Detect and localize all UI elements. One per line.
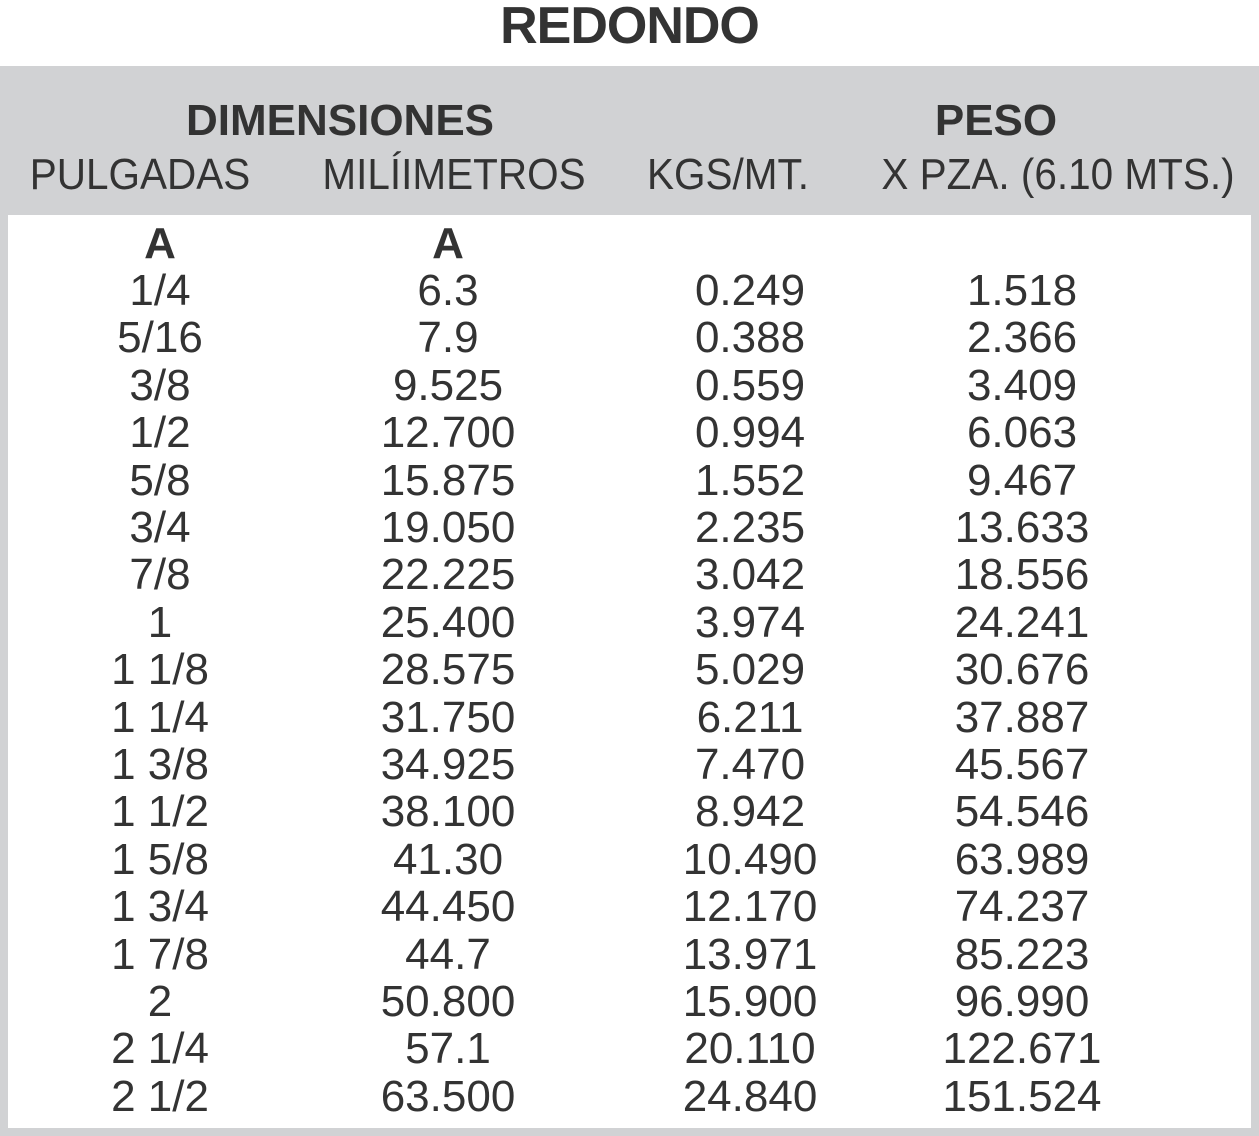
- cell-milimetros: 19.050: [380, 503, 516, 552]
- cell-pulgadas: 7/8: [129, 550, 191, 600]
- cell-x-pza: 18.556: [954, 550, 1090, 600]
- cell-pulgadas: 3/8: [129, 360, 191, 410]
- cell-pulgadas: 1 1/2: [111, 787, 209, 837]
- cell-kgs-mt: 24.840: [682, 1071, 818, 1121]
- column-header-milimetros: MILÍIMETROS: [322, 150, 586, 199]
- cell-kgs-mt: 3.974: [694, 597, 806, 647]
- cell-pulgadas: 5/8: [129, 455, 191, 505]
- cell-kgs-mt: 5.029: [694, 645, 806, 695]
- cell-milimetros: 6.3: [417, 266, 479, 315]
- cell-x-pza: 2.366: [966, 313, 1078, 363]
- cell-milimetros: 63.500: [380, 1071, 516, 1121]
- group-header-dimensiones: DIMENSIONES: [185, 96, 495, 145]
- cell-kgs-mt: 20.110: [684, 1024, 816, 1074]
- cell-pulgadas: 5/16: [117, 313, 203, 363]
- cell-x-pza: 30.676: [954, 645, 1090, 695]
- cell-pulgadas: 1 1/4: [111, 692, 209, 742]
- cell-kgs-mt: 6.211: [696, 692, 804, 742]
- cell-x-pza: 9.467: [966, 455, 1078, 505]
- cell-kgs-mt: 10.490: [682, 834, 818, 884]
- cell-milimetros: 50.800: [380, 977, 516, 1026]
- cell-kgs-mt: 12.170: [682, 882, 818, 932]
- cell-milimetros: 7.9: [417, 313, 479, 363]
- cell-x-pza: 3.409: [966, 360, 1078, 410]
- cell-kgs-mt: 13.971: [682, 929, 818, 979]
- page-title: REDONDO: [500, 0, 760, 55]
- cell-pulgadas: 1/4: [129, 266, 191, 315]
- cell-x-pza: 74.237: [954, 882, 1090, 932]
- cell-kgs-mt: 2.235: [694, 503, 806, 552]
- cell-x-pza: 85.223: [954, 929, 1090, 979]
- cell-x-pza: 63.989: [954, 834, 1090, 884]
- cell-pulgadas: 3/4: [129, 503, 191, 552]
- cell-kgs-mt: 0.388: [694, 313, 806, 363]
- cell-pulgadas: 1 1/8: [111, 645, 209, 695]
- cell-x-pza: 122.671: [942, 1024, 1102, 1074]
- column-header-x-pza: X PZA. (6.10 MTS.): [881, 150, 1235, 199]
- cell-milimetros: 31.750: [380, 692, 516, 742]
- cell-pulgadas: 1 7/8: [111, 929, 209, 979]
- cell-pulgadas: 1: [147, 597, 173, 647]
- cell-x-pza: 45.567: [954, 740, 1090, 789]
- cell-milimetros: 22.225: [380, 550, 516, 600]
- cell-kgs-mt: 7.470: [694, 740, 806, 789]
- cell-milimetros: 12.700: [380, 408, 516, 458]
- column-header-pulgadas: PULGADAS: [29, 150, 251, 199]
- cell-milimetros: 15.875: [380, 455, 516, 505]
- column-header-kgs-mt: KGS/MT.: [647, 150, 809, 199]
- cell-milimetros: 38.100: [380, 787, 516, 837]
- cell-milimetros: 25.400: [380, 597, 516, 647]
- cell-x-pza: 1.518: [966, 266, 1078, 315]
- sub-label-milimetros: A: [432, 219, 464, 268]
- sub-label-pulgadas: A: [144, 219, 176, 268]
- cell-kgs-mt: 8.942: [694, 787, 806, 837]
- cell-x-pza: 6.063: [966, 408, 1078, 458]
- cell-milimetros: 41.30: [392, 834, 504, 884]
- cell-kgs-mt: 1.552: [694, 455, 806, 505]
- cell-kgs-mt: 0.994: [694, 408, 806, 458]
- table-body-panel: [8, 215, 1251, 1128]
- cell-milimetros: 28.575: [380, 645, 516, 695]
- cell-x-pza: 54.546: [954, 787, 1090, 837]
- cell-kgs-mt: 0.559: [694, 360, 806, 410]
- cell-x-pza: 37.887: [954, 692, 1090, 742]
- cell-pulgadas: 1/2: [129, 408, 191, 458]
- cell-x-pza: 151.524: [942, 1071, 1102, 1121]
- cell-x-pza: 96.990: [954, 977, 1090, 1026]
- cell-pulgadas: 1 3/8: [111, 740, 209, 789]
- group-header-peso: PESO: [934, 96, 1058, 145]
- cell-kgs-mt: 0.249: [694, 266, 806, 315]
- cell-milimetros: 57.1: [405, 1024, 491, 1074]
- cell-kgs-mt: 15.900: [682, 977, 818, 1026]
- cell-milimetros: 34.925: [380, 740, 516, 789]
- cell-pulgadas: 2: [147, 977, 173, 1026]
- cell-milimetros: 9.525: [392, 360, 504, 410]
- cell-milimetros: 44.450: [380, 882, 516, 932]
- cell-x-pza: 24.241: [954, 597, 1090, 647]
- cell-milimetros: 44.7: [405, 929, 491, 979]
- cell-pulgadas: 2 1/4: [111, 1024, 209, 1074]
- cell-pulgadas: 1 3/4: [111, 882, 209, 932]
- cell-pulgadas: 2 1/2: [111, 1071, 209, 1121]
- cell-kgs-mt: 3.042: [694, 550, 806, 600]
- cell-pulgadas: 1 5/8: [111, 834, 209, 884]
- cell-x-pza: 13.633: [954, 503, 1090, 552]
